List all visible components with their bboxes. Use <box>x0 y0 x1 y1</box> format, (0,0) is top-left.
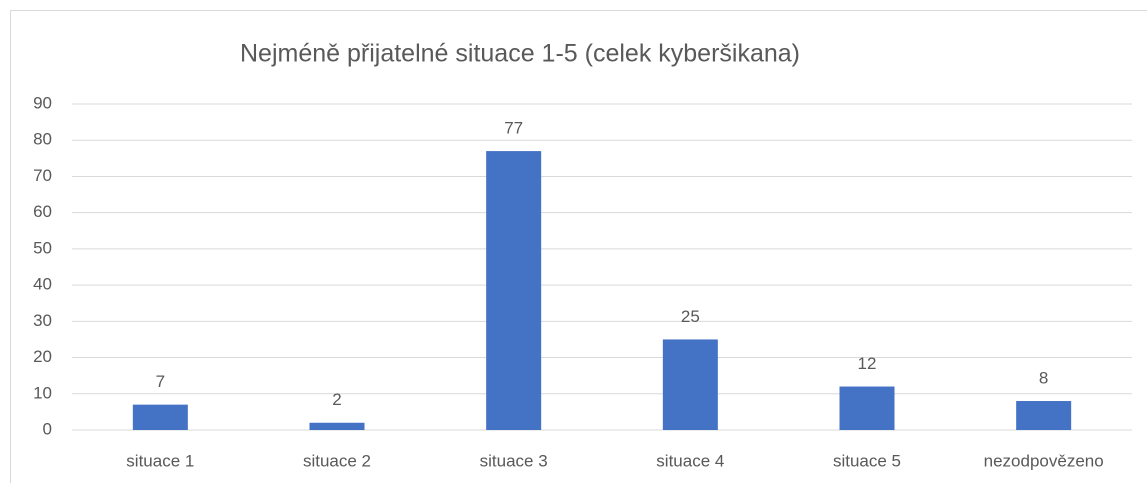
y-tick-label: 50 <box>33 238 52 257</box>
x-tick-label: situace 2 <box>303 451 371 470</box>
x-tick-label: situace 5 <box>833 451 901 470</box>
y-tick-label: 20 <box>33 347 52 366</box>
data-label: 8 <box>1039 369 1048 388</box>
y-tick-label: 10 <box>33 383 52 402</box>
x-tick-label: situace 3 <box>480 451 548 470</box>
y-tick-label: 0 <box>43 419 52 438</box>
bar <box>132 404 188 430</box>
y-tick-label: 70 <box>33 166 52 185</box>
bar <box>1016 401 1072 430</box>
x-tick-label: situace 4 <box>656 451 724 470</box>
y-tick-label: 60 <box>33 202 52 221</box>
data-label: 7 <box>156 372 165 391</box>
bar <box>486 151 542 431</box>
y-tick-label: 90 <box>33 93 52 112</box>
y-tick-label: 40 <box>33 275 52 294</box>
x-tick-label: situace 1 <box>126 451 194 470</box>
data-label: 25 <box>681 307 700 326</box>
bar <box>309 422 365 430</box>
bar <box>662 339 718 430</box>
data-label: 77 <box>504 119 523 138</box>
chart-frame <box>10 10 1147 483</box>
x-tick-label: nezodpovězeno <box>984 451 1104 470</box>
y-tick-label: 80 <box>33 130 52 149</box>
data-label: 12 <box>858 354 877 373</box>
y-tick-label: 30 <box>33 311 52 330</box>
bar <box>839 386 895 430</box>
chart-title: Nejméně přijatelné situace 1-5 (celek ky… <box>240 40 800 68</box>
data-label: 2 <box>332 390 341 409</box>
